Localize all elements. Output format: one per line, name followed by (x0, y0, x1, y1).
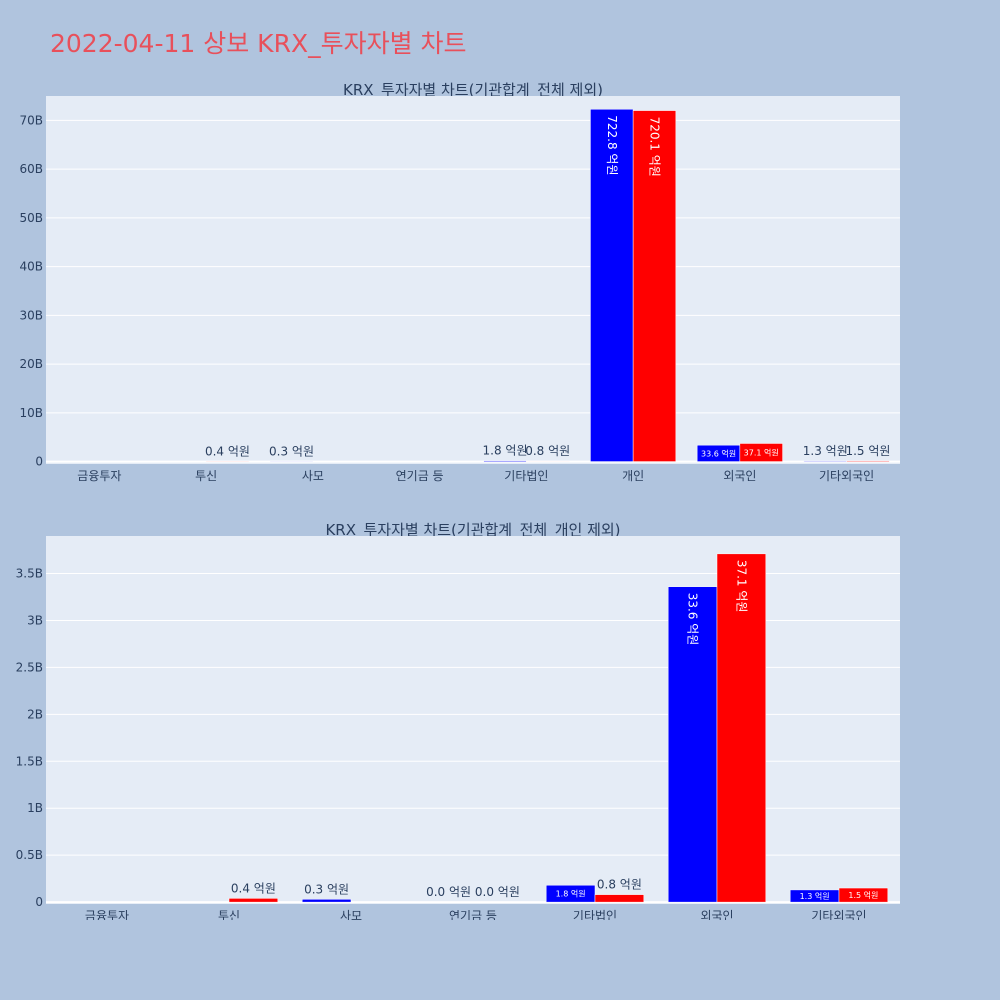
y-tick-label: 1B (27, 801, 43, 815)
y-tick-label: 50B (19, 211, 43, 225)
data-label: 0.4 억원 (205, 444, 250, 458)
bar (632, 110, 677, 462)
y-tick-label: 40B (19, 260, 43, 274)
y-tick-label: 3.5B (16, 567, 43, 581)
y-tick-label: 0 (35, 455, 43, 469)
bar (594, 894, 645, 903)
x-tick-label: 연기금 등 (449, 909, 497, 920)
page-title: 2022-04-11 상보 KRX_투자자별 차트 (50, 29, 467, 58)
data-label: 1.5 억원 (848, 890, 878, 900)
x-tick-label: 투신 (218, 909, 240, 920)
bar (803, 460, 847, 462)
data-label: 0.8 억원 (525, 444, 570, 458)
data-label: 720.1 억원 (647, 117, 661, 177)
data-label: 0.0 억원 (475, 885, 520, 899)
x-tick-label: 개인 (622, 469, 644, 483)
data-label: 0.4 억원 (231, 881, 276, 895)
x-tick-label: 외국인 (723, 469, 756, 483)
x-tick-label: 금융투자 (85, 909, 129, 920)
data-label: 1.8 억원 (483, 444, 528, 458)
data-label: 0.8 억원 (597, 878, 642, 892)
y-tick-label: 2.5B (16, 660, 43, 674)
x-tick-label: 기타법인 (573, 909, 617, 920)
x-tick-label: 기타외국인 (819, 469, 874, 483)
y-tick-label: 2B (27, 707, 43, 721)
x-tick-label: 금융투자 (77, 469, 121, 483)
bar (483, 460, 527, 462)
bar (846, 460, 890, 462)
data-label: 722.8 억원 (605, 115, 619, 175)
bar (590, 109, 634, 462)
data-label: 1.3 억원 (803, 444, 848, 458)
y-tick-label: 0 (35, 895, 43, 909)
bar (228, 898, 279, 903)
x-tick-label: 사모 (302, 469, 324, 483)
chart-title: KRX_투자자별 차트(기관합계_전체_개인 제외) (325, 521, 620, 540)
data-label: 1.8 억원 (556, 889, 586, 899)
y-tick-label: 60B (19, 162, 43, 176)
data-label: 1.5 억원 (845, 444, 890, 458)
x-tick-label: 기타외국인 (811, 909, 866, 920)
y-tick-label: 20B (19, 357, 43, 371)
data-label: 0.3 억원 (269, 444, 314, 458)
chart-bottom: KRX_투자자별 차트(기관합계_전체_개인 제외) 0 0.5B 1B 1.5B 2B 2… (16, 521, 900, 920)
bar (667, 586, 718, 903)
plot-area (46, 96, 900, 464)
data-label: 0.3 억원 (304, 882, 349, 896)
y-tick-label: 3B (27, 613, 43, 627)
data-label: 1.3 억원 (800, 891, 830, 901)
bar (838, 887, 889, 903)
y-tick-label: 70B (19, 113, 43, 127)
x-tick-label: 외국인 (700, 909, 733, 920)
data-label: 0.0 억원 (426, 885, 471, 899)
bar (301, 899, 352, 903)
y-tick-label: 1.5B (16, 754, 43, 768)
data-label: 33.6 억원 (686, 593, 700, 646)
x-tick-label: 사모 (340, 909, 362, 920)
data-label: 37.1 억원 (734, 560, 748, 613)
bar (545, 884, 596, 903)
bar (739, 443, 783, 462)
x-tick-label: 연기금 등 (396, 469, 444, 483)
chart-title: KRX_투자자별 차트(기관합계_전체 제외) (343, 81, 603, 100)
data-label: 33.6 억원 (701, 448, 736, 458)
plot-area (46, 536, 900, 904)
y-tick-label: 0.5B (16, 848, 43, 862)
x-tick-label: 기타법인 (504, 469, 548, 483)
chart-top: KRX_투자자별 차트(기관합계_전체 제외) 0 10B 20B 30B 40B 50B 6… (19, 81, 900, 483)
x-tick-label: 투신 (195, 469, 217, 483)
y-tick-label: 10B (19, 406, 43, 420)
y-tick-label: 30B (19, 308, 43, 322)
data-label: 37.1 억원 (744, 448, 779, 458)
bar (716, 553, 767, 903)
